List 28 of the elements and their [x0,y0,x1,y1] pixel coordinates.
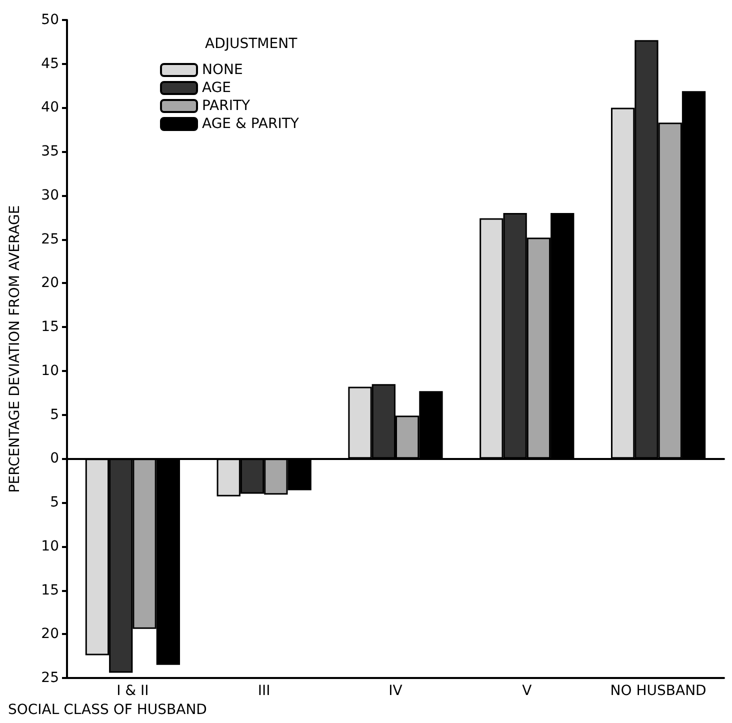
y-tick-label: 40 [41,100,59,116]
y-tick-label: 10 [41,538,59,554]
y-tick-label: 50 [41,12,59,28]
y-tick-label: 45 [41,56,59,72]
x-tick-label: I & II [116,683,149,699]
x-tick-label: IV [388,683,403,699]
y-tick-label: 20 [41,275,59,292]
x-tick-label: III [258,683,270,699]
y-tick-label: 5 [50,406,59,423]
legend-label: AGE & PARITY [202,116,300,132]
y-tick-label: 0 [50,450,59,467]
x-axis-title: SOCIAL CLASS OF HUSBAND [8,702,207,718]
legend-title: ADJUSTMENT [205,36,298,52]
y-tick-label: 35 [41,144,59,160]
y-tick-label: 20 [41,626,59,642]
y-axis-title: PERCENTAGE DEVIATION FROM AVERAGE [7,205,23,493]
x-tick-label: NO HUSBAND [610,683,706,699]
y-tick-label: 15 [41,582,59,598]
x-tick-label: V [522,683,532,699]
legend-label: AGE [202,80,232,96]
y-tick-label: 30 [41,187,59,204]
y-tick-label: 25 [41,231,59,248]
y-tick-label: 15 [41,319,59,336]
y-tick-label: 10 [41,362,59,379]
legend-label: NONE [202,62,243,78]
y-tick-label: 5 [50,494,59,511]
y-tick-label: 25 [41,670,59,686]
legend-label: PARITY [202,98,251,114]
